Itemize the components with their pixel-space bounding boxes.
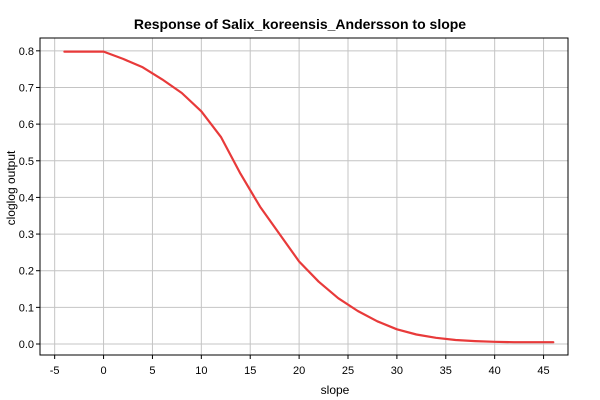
y-axis-label: cloglog output bbox=[4, 150, 18, 226]
plot-frame bbox=[39, 37, 569, 356]
chart-title: Response of Salix_koreensis_Andersson to… bbox=[133, 16, 467, 32]
series-layer bbox=[63, 50, 555, 344]
x-tick-label: 10 bbox=[195, 365, 207, 377]
x-tick-label: 45 bbox=[537, 365, 549, 377]
x-tick-label: 15 bbox=[244, 365, 256, 377]
x-tick-label: 0 bbox=[100, 365, 106, 377]
y-tick-label: 0.4 bbox=[19, 192, 34, 204]
x-tick-label: 5 bbox=[149, 365, 155, 377]
grid-lines bbox=[40, 38, 568, 355]
y-tick-label: 0.0 bbox=[19, 339, 34, 351]
y-tick-label: 0.6 bbox=[19, 119, 34, 131]
x-tick-label: 25 bbox=[342, 365, 354, 377]
x-tick-label: 35 bbox=[440, 365, 452, 377]
y-axis: 0.0 0.1 0.2 0.3 0.4 0.5 0.6 0.7 0.8 bbox=[19, 46, 40, 351]
y-tick-label: 0.1 bbox=[19, 302, 34, 314]
response-curve-line bbox=[63, 50, 555, 344]
x-axis-label: slope bbox=[320, 383, 350, 397]
x-tick-label: 20 bbox=[293, 365, 305, 377]
x-tick-label: -5 bbox=[50, 365, 60, 377]
y-tick-label: 0.8 bbox=[19, 46, 34, 58]
x-axis: -5 0 5 10 15 20 25 30 35 40 45 bbox=[50, 355, 550, 377]
y-tick-label: 0.2 bbox=[19, 266, 34, 278]
x-tick-label: 40 bbox=[489, 365, 501, 377]
y-tick-label: 0.3 bbox=[19, 229, 34, 241]
x-tick-label: 30 bbox=[391, 365, 403, 377]
y-tick-label: 0.7 bbox=[19, 82, 34, 94]
y-tick-label: 0.5 bbox=[19, 156, 34, 168]
